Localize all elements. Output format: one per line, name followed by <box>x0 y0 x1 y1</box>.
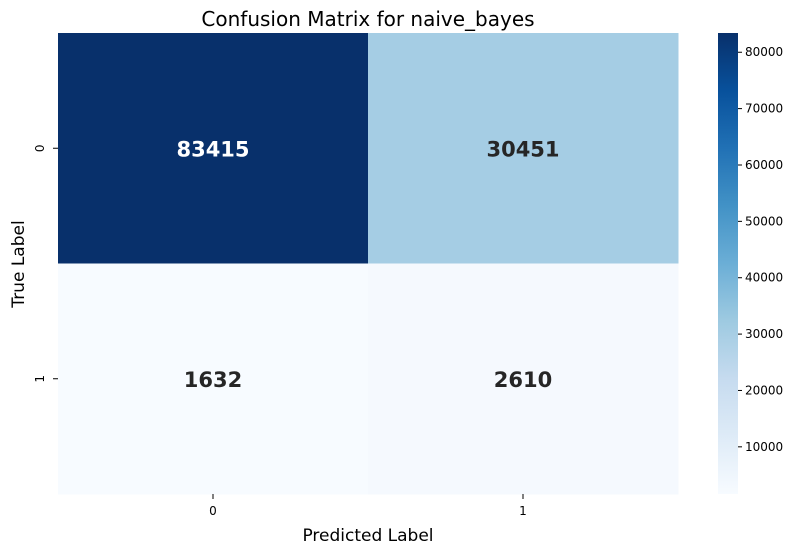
colorbar-tick-label: 50000 <box>745 214 783 228</box>
x-tick-label: 1 <box>519 504 527 518</box>
y-axis-ticks: 01 <box>33 144 58 383</box>
y-tick-label: 0 <box>33 144 47 152</box>
colorbar-ticks: 10000 20000 30000 40000 50000 60000 70000 80000 <box>738 45 783 454</box>
colorbar-tick-label: 30000 <box>745 327 783 341</box>
colorbar-tick-label: 10000 <box>745 440 783 454</box>
x-axis-label: Predicted Label <box>302 526 433 546</box>
cell-value-label: 1632 <box>184 368 242 392</box>
colorbar <box>718 33 738 494</box>
y-axis-label: True Label <box>9 220 29 308</box>
colorbar-tick-label: 80000 <box>745 45 783 59</box>
cell-value-label: 2610 <box>494 368 552 392</box>
heatmap-cell <box>368 263 679 495</box>
x-tick-label: 0 <box>209 504 217 518</box>
colorbar-tick-label: 60000 <box>745 158 783 172</box>
cell-value-labels: 83415 30451 1632 2610 <box>176 137 559 392</box>
heatmap-cells <box>58 33 679 495</box>
cell-value-label: 83415 <box>176 137 249 161</box>
cell-value-label: 30451 <box>486 137 559 161</box>
heatmap-cell <box>368 33 679 264</box>
heatmap-cell <box>58 263 369 495</box>
y-tick-label: 1 <box>33 375 47 383</box>
chart-title: Confusion Matrix for naive_bayes <box>201 7 534 31</box>
colorbar-tick-label: 70000 <box>745 102 783 116</box>
heatmap-cell <box>58 33 369 264</box>
colorbar-tick-label: 20000 <box>745 383 783 397</box>
colorbar-tick-label: 40000 <box>745 271 783 285</box>
